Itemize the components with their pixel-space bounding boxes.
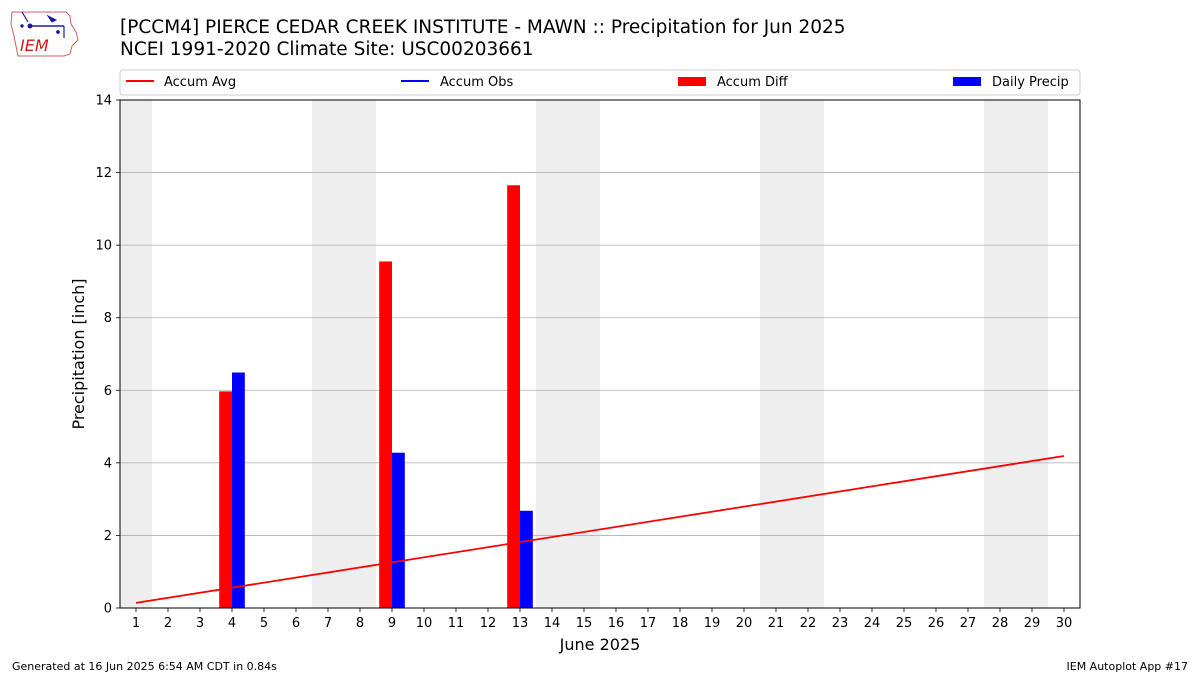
weekend-band [1016, 100, 1048, 608]
y-tick-label: 0 [104, 602, 112, 617]
x-tick-label: 22 [800, 616, 817, 631]
x-tick-label: 27 [960, 616, 977, 631]
legend-accum-obs-label: Accum Obs [440, 75, 513, 90]
x-tick-label: 29 [1024, 616, 1041, 631]
legend: Accum Avg Accum Obs Accum Diff Daily Precip [120, 70, 1080, 95]
y-axis: 0 2 4 6 8 10 12 14 [95, 94, 120, 617]
y-tick-label: 12 [95, 166, 112, 181]
x-tick-label: 30 [1056, 616, 1073, 631]
x-tick-label: 25 [896, 616, 913, 631]
x-tick-label: 16 [608, 616, 625, 631]
legend-accum-diff-label: Accum Diff [717, 75, 789, 90]
daily-precip-bar [520, 511, 533, 608]
x-tick-label: 6 [292, 616, 300, 631]
y-tick-label: 4 [104, 456, 112, 471]
x-tick-label: 12 [480, 616, 497, 631]
x-tick-label: 3 [196, 616, 204, 631]
x-tick-label: 4 [228, 616, 236, 631]
legend-daily-precip-label: Daily Precip [992, 75, 1069, 90]
legend-daily-precip-swatch [953, 77, 981, 86]
weekend-band [760, 100, 792, 608]
x-tick-label: 21 [768, 616, 785, 631]
x-tick-label: 14 [544, 616, 561, 631]
x-tick-label: 26 [928, 616, 945, 631]
x-tick-label: 24 [864, 616, 881, 631]
precip-chart: 1 2 3 4 5 6 7 8 9 10 11 12 13 14 15 16 17 18 19 20 21 22 23 24 2… [0, 0, 1200, 675]
daily-precip-bar [392, 453, 405, 608]
accum-diff-bar [219, 391, 232, 608]
y-axis-label: Precipitation [inch] [69, 278, 88, 429]
x-tick-label: 15 [576, 616, 593, 631]
weekend-band [984, 100, 1016, 608]
x-axis: 1 2 3 4 5 6 7 8 9 10 11 12 13 14 15 16 17 18 19 20 21 22 23 24 2… [132, 608, 1072, 631]
x-tick-label: 10 [416, 616, 433, 631]
legend-accum-avg-label: Accum Avg [164, 75, 236, 90]
x-tick-label: 1 [132, 616, 140, 631]
y-tick-label: 8 [104, 311, 112, 326]
x-tick-label: 9 [388, 616, 396, 631]
x-tick-label: 20 [736, 616, 753, 631]
x-tick-label: 28 [992, 616, 1009, 631]
x-tick-label: 8 [356, 616, 364, 631]
y-tick-label: 2 [104, 529, 112, 544]
weekend-band [344, 100, 376, 608]
app-id-label: IEM Autoplot App #17 [1067, 660, 1189, 673]
daily-precip-bar [232, 373, 245, 608]
x-tick-label: 13 [512, 616, 529, 631]
accum-diff-bar [379, 261, 392, 608]
weekend-band [792, 100, 824, 608]
weekend-band [120, 100, 152, 608]
y-tick-label: 6 [104, 384, 112, 399]
x-tick-label: 23 [832, 616, 849, 631]
y-tick-label: 14 [95, 94, 112, 109]
x-tick-label: 7 [324, 616, 332, 631]
x-axis-label: June 2025 [559, 635, 641, 654]
generated-timestamp: Generated at 16 Jun 2025 6:54 AM CDT in … [12, 660, 277, 673]
x-tick-label: 2 [164, 616, 172, 631]
x-tick-label: 19 [704, 616, 721, 631]
legend-box [120, 70, 1080, 95]
x-tick-label: 18 [672, 616, 689, 631]
x-tick-label: 5 [260, 616, 268, 631]
x-tick-label: 17 [640, 616, 657, 631]
x-tick-label: 11 [448, 616, 465, 631]
y-tick-label: 10 [95, 239, 112, 254]
weekend-band [312, 100, 344, 608]
legend-accum-diff-swatch [678, 77, 706, 86]
weekend-band [536, 100, 568, 608]
